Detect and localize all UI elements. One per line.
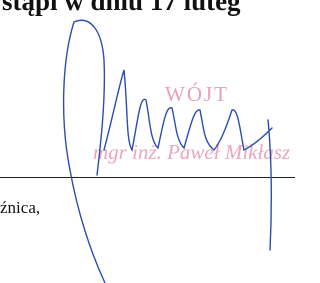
page: {"document": {"heading": "stąpi w dniu 1… [0, 0, 295, 283]
signature-stroke [64, 20, 272, 283]
signature [0, 0, 295, 283]
